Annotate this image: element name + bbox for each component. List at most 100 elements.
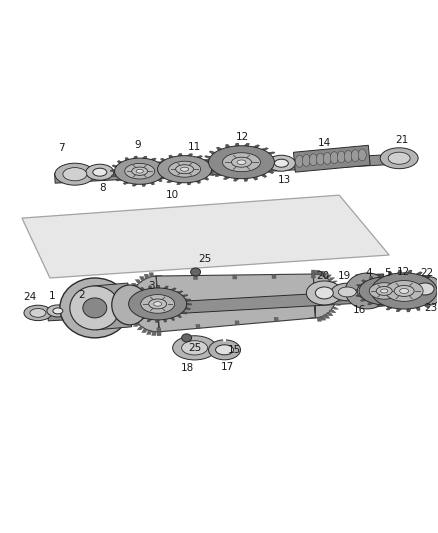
Polygon shape [386,306,393,310]
Polygon shape [133,156,138,159]
Polygon shape [430,279,438,282]
Text: 14: 14 [318,138,331,148]
Polygon shape [125,298,131,301]
Ellipse shape [399,288,409,294]
Polygon shape [153,168,158,171]
Text: 7: 7 [59,143,65,154]
Ellipse shape [342,288,348,297]
Ellipse shape [345,273,389,309]
Text: 9: 9 [134,140,141,150]
Ellipse shape [173,336,216,360]
Ellipse shape [376,287,392,295]
Ellipse shape [53,308,63,314]
Polygon shape [132,183,138,186]
Polygon shape [415,306,420,311]
Ellipse shape [380,148,418,168]
Polygon shape [244,178,248,181]
Ellipse shape [344,150,352,163]
Polygon shape [128,294,134,297]
Polygon shape [154,173,161,175]
Polygon shape [184,299,191,301]
Polygon shape [366,289,372,292]
Ellipse shape [83,298,107,318]
Ellipse shape [125,164,155,179]
Polygon shape [93,283,131,330]
Text: 13: 13 [278,175,291,185]
Ellipse shape [169,161,201,177]
Polygon shape [379,274,385,278]
Polygon shape [315,270,320,274]
Polygon shape [362,280,367,283]
Polygon shape [261,148,268,151]
Polygon shape [367,302,374,305]
Polygon shape [261,174,267,177]
Polygon shape [253,145,260,148]
Polygon shape [371,300,378,302]
Ellipse shape [86,164,114,180]
Text: 1: 1 [49,291,55,301]
Polygon shape [329,310,336,313]
Text: 20: 20 [316,271,329,281]
Polygon shape [132,314,139,317]
Text: 2: 2 [78,290,85,300]
Ellipse shape [47,305,69,317]
Ellipse shape [359,277,410,305]
Ellipse shape [338,287,356,297]
Polygon shape [314,283,380,301]
Polygon shape [117,160,122,164]
Polygon shape [402,280,408,283]
Ellipse shape [388,152,410,164]
Polygon shape [147,331,152,335]
Polygon shape [135,279,141,283]
Polygon shape [124,303,129,305]
Polygon shape [123,182,129,184]
Polygon shape [327,312,333,316]
Text: 23: 23 [424,303,438,313]
Ellipse shape [366,287,372,297]
Text: 15: 15 [228,345,241,355]
Text: 3: 3 [148,281,155,291]
Ellipse shape [351,150,359,161]
Ellipse shape [141,295,175,313]
Text: 12: 12 [396,267,410,277]
Polygon shape [167,180,173,183]
Text: 8: 8 [99,183,106,193]
Polygon shape [324,314,329,318]
Polygon shape [194,276,198,279]
Ellipse shape [302,155,311,166]
Polygon shape [333,304,340,305]
Text: 11: 11 [188,142,201,152]
Polygon shape [244,143,249,147]
Polygon shape [22,195,389,278]
Polygon shape [395,277,401,280]
Ellipse shape [381,289,388,293]
Polygon shape [126,292,134,294]
Polygon shape [187,182,191,185]
Polygon shape [406,294,412,297]
Polygon shape [124,297,132,298]
Polygon shape [233,275,237,279]
Ellipse shape [60,278,130,338]
Polygon shape [127,311,134,313]
Polygon shape [331,307,339,309]
Polygon shape [139,277,145,280]
Ellipse shape [350,287,356,297]
Polygon shape [267,170,274,174]
Polygon shape [159,177,166,179]
Polygon shape [321,316,326,320]
Text: 22: 22 [420,268,434,278]
Ellipse shape [182,334,191,342]
Polygon shape [209,151,215,155]
Polygon shape [208,164,215,166]
Polygon shape [125,312,133,313]
Polygon shape [170,317,175,320]
Polygon shape [211,168,216,171]
Ellipse shape [407,277,438,301]
Polygon shape [157,161,163,164]
Ellipse shape [315,287,333,299]
Ellipse shape [421,277,438,305]
Ellipse shape [334,288,340,298]
Polygon shape [377,304,382,307]
Polygon shape [396,308,402,312]
Polygon shape [196,156,202,158]
